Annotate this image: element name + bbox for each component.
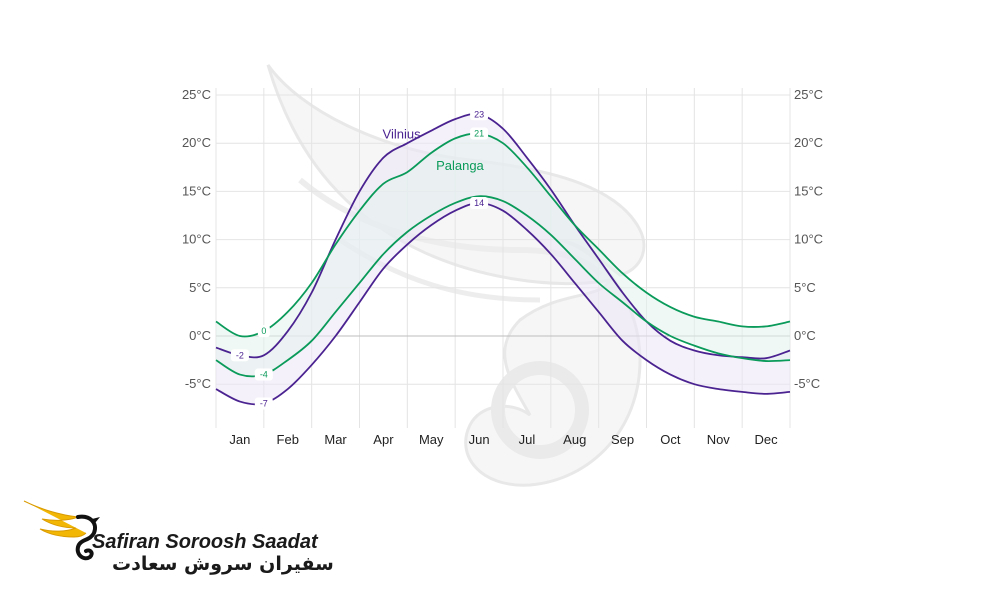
data-label: -2 [236, 350, 244, 360]
data-label: -7 [260, 398, 268, 408]
month-label: Mar [324, 432, 347, 447]
data-label: 14 [474, 198, 484, 208]
data-label: 23 [474, 109, 484, 119]
golden-wing-swan-logo-icon [23, 500, 100, 561]
month-label: Jul [519, 432, 536, 447]
data-label: 0 [261, 326, 266, 336]
y-tick-label-left: 15°C [182, 183, 211, 198]
month-label: Apr [373, 432, 394, 447]
band-vilnius [216, 113, 790, 405]
y-tick-label-right: 25°C [794, 87, 823, 102]
y-tick-label-left: -5°C [185, 376, 211, 391]
month-label: May [419, 432, 444, 447]
month-label: Jan [229, 432, 250, 447]
y-tick-label-left: 20°C [182, 135, 211, 150]
series-label-palanga: Palanga [436, 158, 484, 173]
line-low-vilnius [215, 202, 791, 406]
month-label: Sep [611, 432, 634, 447]
data-label-bg [470, 127, 489, 140]
series-label-vilnius: Vilnius [383, 126, 422, 141]
month-label: Feb [277, 432, 299, 447]
data-label-bg [230, 349, 249, 362]
y-tick-label-right: 10°C [794, 232, 823, 247]
month-label: Oct [660, 432, 681, 447]
month-label: Jun [469, 432, 490, 447]
data-label-bg [257, 325, 270, 338]
data-label-bg [470, 196, 489, 209]
y-tick-label-right: 5°C [794, 280, 816, 295]
y-axis-left-labels: -5°C 0°C 5°C 10°C 15°C 20°C 25°C [182, 87, 211, 391]
data-label-bg [470, 108, 489, 121]
brand-name: Safiran Soroosh Saadat [92, 531, 318, 553]
y-tick-label-left: 0°C [189, 328, 211, 343]
data-label-bg [254, 397, 273, 410]
y-tick-label-right: -5°C [794, 376, 820, 391]
data-label-bg [254, 368, 273, 381]
line-high-palanga [215, 132, 791, 338]
chart-lines [215, 113, 791, 406]
series-labels: Vilnius Palanga [383, 126, 485, 173]
y-tick-label-right: 20°C [794, 135, 823, 150]
month-label: Dec [755, 432, 779, 447]
y-tick-label-right: 15°C [794, 183, 823, 198]
month-label: Nov [707, 432, 731, 447]
y-tick-label-left: 25°C [182, 87, 211, 102]
brand-name-persian: سفیران سروش سعادت [112, 553, 334, 575]
chart-bands [216, 113, 790, 405]
line-low-palanga [215, 195, 791, 378]
data-label: 21 [474, 129, 484, 139]
y-tick-label-left: 5°C [189, 280, 211, 295]
y-axis-right-labels: -5°C 0°C 5°C 10°C 15°C 20°C 25°C [794, 87, 823, 391]
y-tick-label-right: 0°C [794, 328, 816, 343]
data-label: -4 [260, 370, 268, 380]
brand-logo-block: Safiran Soroosh Saadat سفیران سروش سعادت [20, 495, 334, 585]
x-axis-labels: Jan Feb Mar Apr May Jun Jul Aug Sep Oct Nov Dec [229, 432, 778, 447]
line-high-vilnius [215, 113, 791, 360]
month-label: Aug [563, 432, 586, 447]
data-labels: 23 21 14 0 -2 -4 -7 [230, 108, 489, 410]
band-palanga [216, 133, 790, 377]
y-tick-label-left: 10°C [182, 232, 211, 247]
